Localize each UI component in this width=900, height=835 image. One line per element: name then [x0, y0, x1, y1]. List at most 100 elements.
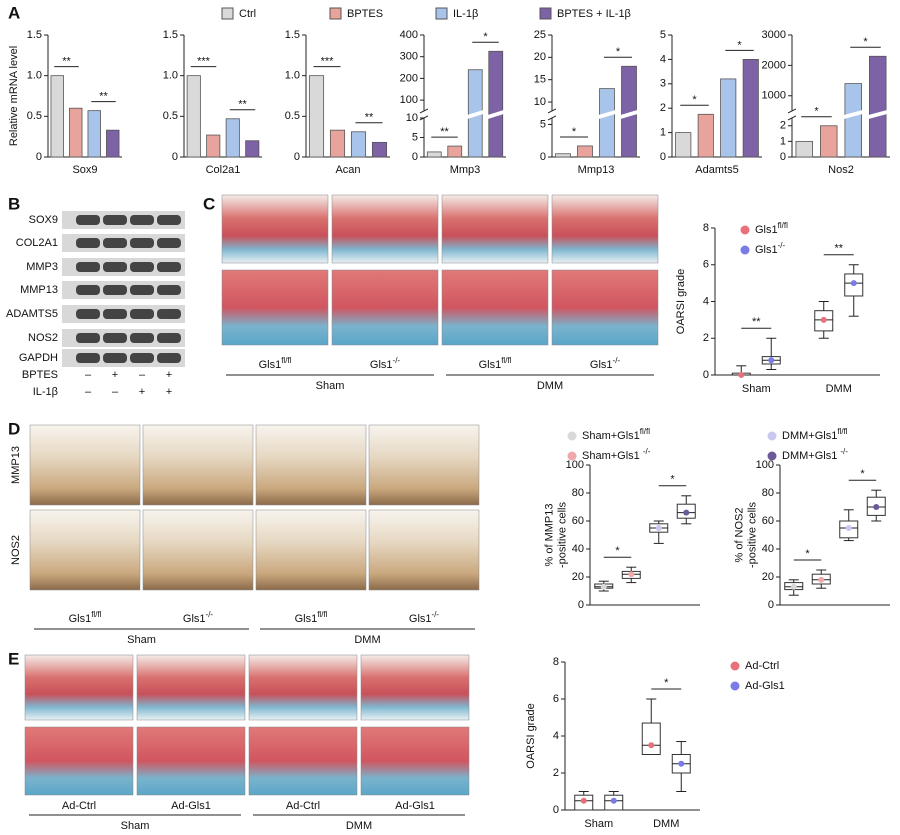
y-tick-label: 100 — [566, 459, 584, 471]
box-center — [790, 583, 797, 590]
y-tick-label: 100 — [756, 459, 774, 471]
sig-label: * — [805, 548, 810, 560]
bar-break — [843, 109, 863, 119]
y-tick-label: 2 — [660, 102, 666, 114]
legend-marker — [567, 451, 577, 461]
bar — [795, 140, 813, 158]
histology-image — [360, 726, 470, 796]
label: Sham+Gls1fl/fl — [582, 427, 650, 442]
x-axis-label: Acan — [335, 164, 360, 176]
y-tick-label: 1 — [660, 127, 666, 139]
blot-band — [157, 262, 181, 272]
legend-marker — [730, 681, 740, 691]
y-axis-label: % of NOS2 — [733, 507, 745, 562]
y-tick-label: 8 — [703, 222, 709, 234]
y-tick-label: 5 — [540, 118, 546, 130]
blot-band — [157, 285, 181, 295]
label-text: Gls1 — [370, 359, 393, 371]
bar — [869, 55, 887, 158]
blot-band — [103, 215, 127, 225]
y-tick-label: 0.5 — [27, 110, 42, 122]
treatment-sign: – — [112, 386, 119, 398]
x-axis-label: Nos2 — [828, 164, 854, 176]
histology-image — [368, 509, 480, 591]
blot-band — [130, 262, 154, 272]
y-tick-label: 0 — [768, 599, 774, 611]
legend-swatch — [539, 7, 552, 20]
y-tick-label: 1.0 — [163, 70, 178, 82]
histology-image — [142, 509, 254, 591]
label-sup: -/- — [778, 241, 786, 250]
bar — [426, 151, 442, 158]
sig-label: ** — [440, 126, 449, 138]
y-axis-label: % of MMP13 — [543, 504, 555, 567]
row-label: MMP13 — [10, 446, 22, 484]
bar — [69, 107, 83, 158]
label-text: Sham+Gls1 — [582, 450, 643, 462]
y-tick-label: 0 — [540, 151, 546, 163]
box-center — [655, 525, 662, 531]
y-tick-label: 0 — [553, 804, 559, 816]
y-tick-label: 1.5 — [27, 29, 42, 41]
box-center — [683, 509, 690, 516]
y-tick-label: 0 — [703, 369, 709, 381]
blot-band — [76, 285, 100, 295]
blot-row-label: NOS2 — [28, 332, 58, 344]
box-center — [628, 571, 635, 578]
x-axis-label: Mmp3 — [450, 164, 481, 176]
blot-band — [76, 215, 100, 225]
label-text: Gls1 — [259, 359, 282, 371]
histology-image — [221, 269, 329, 346]
blot-row-label: MMP3 — [26, 261, 58, 273]
sig-label: ** — [752, 316, 761, 328]
bar — [742, 59, 759, 158]
sig-label: *** — [197, 56, 211, 68]
legend-label: BPTES — [347, 8, 383, 20]
blot-band — [76, 262, 100, 272]
blot-band — [157, 238, 181, 248]
blot-band — [157, 353, 181, 363]
y-tick-label: 2000 — [762, 59, 786, 71]
y-tick-label: 10 — [406, 112, 418, 124]
label: Sham+Gls1 -/- — [582, 447, 651, 462]
box-center — [600, 583, 607, 590]
sig-label: * — [863, 36, 868, 48]
bar-break — [598, 109, 616, 119]
blot-band — [130, 353, 154, 363]
blot-band — [76, 333, 100, 343]
label: Gls1fl/fl — [479, 356, 512, 371]
blot-band — [103, 262, 127, 272]
blot-row-label: MMP13 — [20, 284, 58, 296]
y-tick-label: 3 — [660, 78, 666, 90]
image-label: Ad-Ctrl — [62, 800, 96, 812]
axis-break — [787, 108, 797, 114]
y-tick-label: 5 — [412, 131, 418, 143]
y-tick-label: 60 — [762, 515, 774, 527]
histology-image — [142, 424, 254, 506]
y-tick-label: 2 — [780, 120, 786, 132]
sig-label: ** — [365, 112, 374, 124]
blot-band — [76, 309, 100, 319]
y-tick-label: 4 — [660, 53, 666, 65]
blot-band — [103, 353, 127, 363]
y-tick-label: 15 — [534, 74, 546, 86]
y-tick-label: 5 — [660, 29, 666, 41]
blot-band — [103, 285, 127, 295]
box-center — [820, 316, 827, 323]
label-sup: -/- — [206, 610, 214, 619]
box-center — [648, 742, 655, 749]
label-sup: fl/fl — [91, 610, 101, 619]
blot-row-label: GAPDH — [19, 352, 58, 364]
blot-band — [76, 238, 100, 248]
group-label: Sham — [121, 820, 150, 832]
bar — [225, 118, 240, 158]
sig-label: * — [616, 46, 621, 58]
label: DMM+Gls1 -/- — [782, 447, 848, 462]
bar — [844, 83, 862, 158]
y-tick-label: 0 — [36, 151, 42, 163]
legend-marker — [740, 225, 750, 235]
bar-break — [467, 109, 484, 119]
y-tick-label: 8 — [553, 656, 559, 668]
y-tick-label: 0 — [294, 151, 300, 163]
legend-label: Ctrl — [239, 8, 256, 20]
